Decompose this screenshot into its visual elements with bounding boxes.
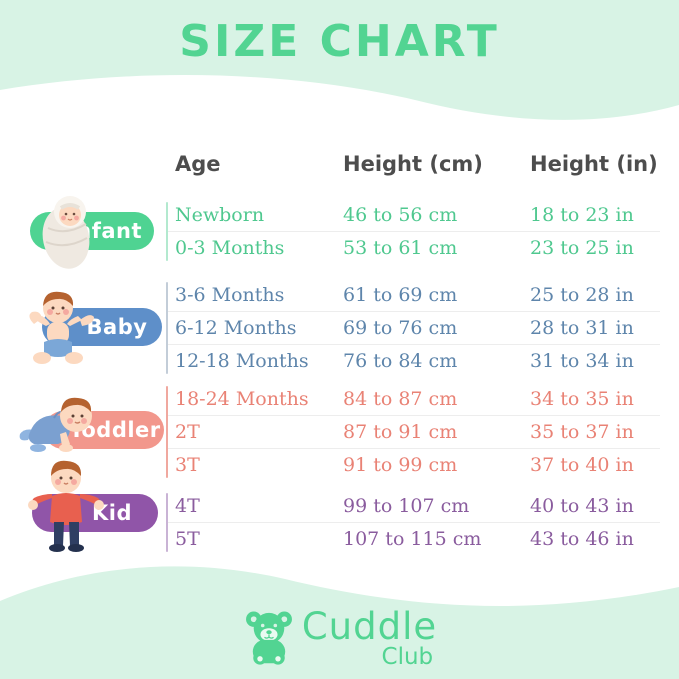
group-rule: [166, 386, 168, 478]
table-row: 0-3 Months 53 to 61 cm 23 to 25 in: [166, 231, 660, 264]
height-in-cell: 18 to 23 in: [530, 204, 634, 226]
infant-badge: Infant: [30, 212, 154, 250]
age-cell: 5T: [175, 528, 200, 550]
page-title: SIZE CHART: [179, 16, 500, 67]
table-row: Newborn 46 to 56 cm 18 to 23 in: [166, 199, 660, 231]
teddy-bear-icon: [245, 611, 292, 665]
age-cell: 12-18 Months: [175, 350, 309, 372]
age-cell: 6-12 Months: [175, 317, 297, 339]
header-age: Age: [175, 152, 221, 176]
height-in-cell: 40 to 43 in: [530, 495, 634, 517]
age-cell: 3T: [175, 454, 200, 476]
group-toddler: 18-24 Months 84 to 87 cm 34 to 35 in 2T …: [166, 383, 660, 481]
brand-name-sub: Club: [381, 644, 434, 670]
table-row: 4T 99 to 107 cm 40 to 43 in: [166, 490, 660, 522]
group-kid: 4T 99 to 107 cm 40 to 43 in 5T 107 to 11…: [166, 490, 660, 555]
brand-name-main: Cuddle: [301, 605, 438, 648]
group-rule: [166, 202, 168, 261]
height-in-cell: 34 to 35 in: [530, 388, 634, 410]
height-in-cell: 37 to 40 in: [530, 454, 634, 476]
infant-badge-label: Infant: [67, 219, 143, 243]
height-cm-cell: 87 to 91 cm: [343, 421, 458, 443]
brand-logo: Cuddle Club: [0, 608, 679, 669]
age-cell: 18-24 Months: [175, 388, 309, 410]
height-in-cell: 23 to 25 in: [530, 237, 634, 259]
baby-badge-label: Baby: [86, 315, 148, 339]
table-row: 3T 91 to 99 cm 37 to 40 in: [166, 448, 660, 481]
height-cm-cell: 99 to 107 cm: [343, 495, 470, 517]
age-cell: 0-3 Months: [175, 237, 285, 259]
baby-badge: Baby: [42, 308, 162, 346]
group-rule: [166, 493, 168, 552]
toddler-badge: Toddler: [44, 411, 164, 449]
header-height-cm: Height (cm): [343, 152, 483, 176]
group-infant: Newborn 46 to 56 cm 18 to 23 in 0-3 Mont…: [166, 199, 660, 264]
age-cell: 2T: [175, 421, 200, 443]
height-in-cell: 35 to 37 in: [530, 421, 634, 443]
toddler-badge-label: Toddler: [69, 418, 161, 442]
height-cm-cell: 91 to 99 cm: [343, 454, 458, 476]
height-cm-cell: 61 to 69 cm: [343, 284, 458, 306]
height-in-cell: 28 to 31 in: [530, 317, 634, 339]
group-rule: [166, 282, 168, 374]
height-cm-cell: 107 to 115 cm: [343, 528, 482, 550]
kid-badge-label: Kid: [91, 501, 132, 525]
age-cell: Newborn: [175, 204, 265, 226]
height-in-cell: 31 to 34 in: [530, 350, 634, 372]
age-cell: 3-6 Months: [175, 284, 285, 306]
table-row: 18-24 Months 84 to 87 cm 34 to 35 in: [166, 383, 660, 415]
height-cm-cell: 84 to 87 cm: [343, 388, 458, 410]
height-in-cell: 43 to 46 in: [530, 528, 634, 550]
header-height-in: Height (in): [530, 152, 658, 176]
age-cell: 4T: [175, 495, 200, 517]
table-row: 12-18 Months 76 to 84 cm 31 to 34 in: [166, 344, 660, 377]
table-row: 5T 107 to 115 cm 43 to 46 in: [166, 522, 660, 555]
table-header: Age Height (cm) Height (in): [175, 152, 660, 176]
height-cm-cell: 53 to 61 cm: [343, 237, 458, 259]
height-cm-cell: 46 to 56 cm: [343, 204, 458, 226]
table-row: 3-6 Months 61 to 69 cm 25 to 28 in: [166, 279, 660, 311]
table-row: 2T 87 to 91 cm 35 to 37 in: [166, 415, 660, 448]
brand-name: Cuddle Club: [302, 608, 437, 669]
height-cm-cell: 76 to 84 cm: [343, 350, 458, 372]
height-cm-cell: 69 to 76 cm: [343, 317, 458, 339]
kid-badge: Kid: [32, 494, 158, 532]
group-baby: 3-6 Months 61 to 69 cm 25 to 28 in 6-12 …: [166, 279, 660, 377]
table-row: 6-12 Months 69 to 76 cm 28 to 31 in: [166, 311, 660, 344]
height-in-cell: 25 to 28 in: [530, 284, 634, 306]
